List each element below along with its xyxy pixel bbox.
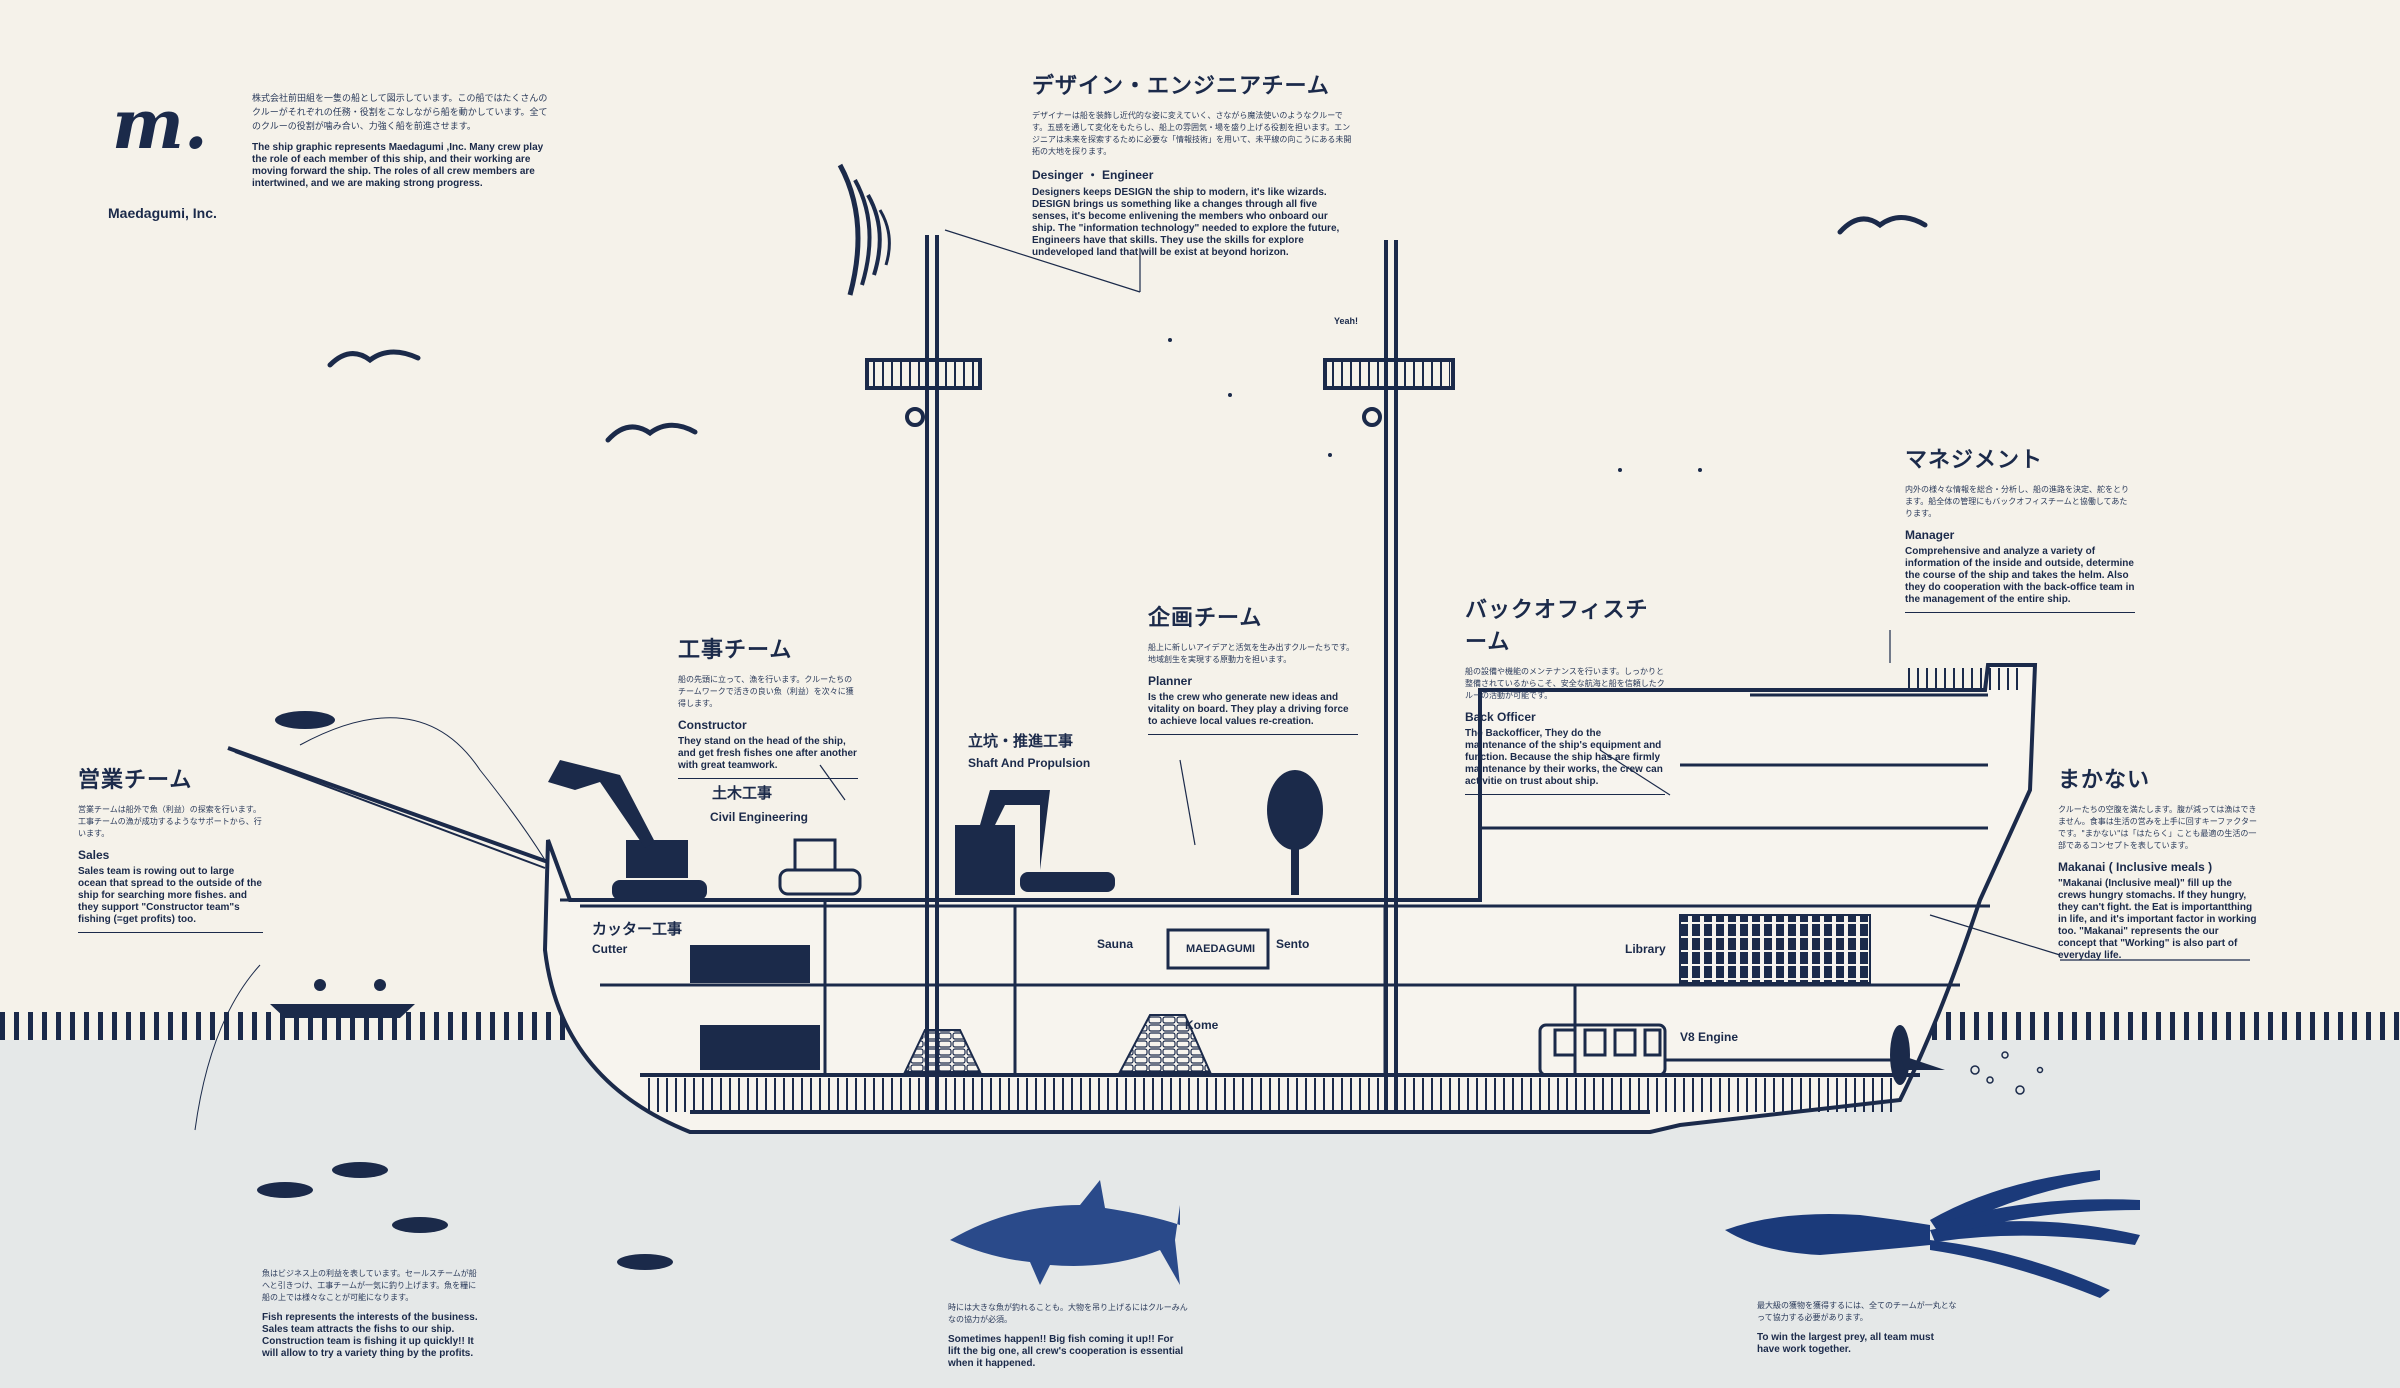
tree — [1267, 770, 1323, 895]
backoffice-title-jp: バックオフィスチーム — [1465, 598, 1649, 655]
shark-note-jp: 時には大きな魚が釣れることも。大物を吊り上げるにはクルーみんなの協力が必須。 — [948, 1303, 1188, 1324]
shaft-label-en: Shaft And Propulsion — [968, 756, 1091, 770]
backoffice-desc-jp: 船の設備や機能のメンテナンスを行います。しっかりと整備されているからこそ、安全な… — [1465, 667, 1665, 700]
bulldozer — [778, 838, 862, 896]
propeller — [1890, 1025, 1945, 1085]
pointer-lines — [819, 229, 2250, 961]
makanai-title-en: Makanai ( Inclusive meals ) — [2058, 860, 2213, 874]
shaft-crane — [955, 790, 1115, 895]
trucks — [690, 945, 820, 1070]
squid-note: 最大級の獲物を獲得するには、全てのチームが一丸となって協力する必要があります。 … — [1757, 1300, 1957, 1356]
sales-desc-jp: 営業チームは船外で魚（利益）の探索を行います。工事チームの漁が成功するようなサポ… — [78, 805, 262, 838]
intro-block: 株式会社前田組を一隻の船として図示しています。この船ではたくさんのクルーがそれぞ… — [252, 92, 552, 190]
management-desc-en: Comprehensive and analyze a variety of i… — [1905, 546, 2135, 605]
kome-label: Kome — [1185, 1018, 1219, 1032]
library-label: Library — [1625, 942, 1666, 956]
backoffice-desc-en: The Backofficer, They do the maintenance… — [1465, 728, 1663, 787]
cutter-label-en: Cutter — [592, 942, 628, 956]
squid — [1725, 1170, 2140, 1298]
shark-note: 時には大きな魚が釣れることも。大物を吊り上げるにはクルーみんなの協力が必須。 S… — [948, 1302, 1188, 1370]
keel-rail — [645, 1078, 1895, 1112]
fish-note-jp: 魚はビジネス上の利益を表しています。セールスチームが船へと引きつけ、工事チームが… — [262, 1269, 477, 1302]
construction-block: 工事チーム 船の先頭に立って、漁を行います。クルーたちのチームワークで活きの良い… — [678, 632, 858, 779]
management-title-jp: マネジメント — [1905, 448, 2044, 473]
construction-desc-jp: 船の先頭に立って、漁を行います。クルーたちのチームワークで活きの良い魚（利益）を… — [678, 675, 854, 708]
makanai-title-jp: まかない — [2058, 768, 2151, 793]
sales-desc-en: Sales team is rowing out to large ocean … — [78, 866, 262, 925]
planning-title-en: Planner — [1148, 674, 1193, 688]
shark-note-en: Sometimes happen!! Big fish coming it up… — [948, 1334, 1184, 1369]
sales-title-jp: 営業チーム — [78, 768, 193, 793]
v8-engine — [1538, 1023, 1667, 1077]
decks — [560, 693, 1990, 1075]
civil-label-jp: 土木工事 — [712, 784, 773, 802]
construction-desc-en: They stand on the head of the ship, and … — [678, 736, 857, 771]
cutter-label-jp: カッター工事 — [592, 920, 683, 938]
design-title-jp: デザイン・エンジニアチーム — [1032, 74, 1330, 99]
management-title-en: Manager — [1905, 528, 1955, 542]
shark — [950, 1180, 1180, 1285]
planning-block: 企画チーム 船上に新しいアイデアと活気を生み出すクルーたちです。地域創生を実現す… — [1148, 600, 1358, 735]
sento-label: Sento — [1276, 937, 1310, 951]
planning-desc-jp: 船上に新しいアイデアと活気を生み出すクルーたちです。地域創生を実現する原動力を担… — [1148, 643, 1355, 664]
shaft-label-jp: 立坑・推進工事 — [968, 732, 1074, 750]
makanai-block: まかない クルーたちの空腹を満たします。腹が減っては漁はできません。食事は生活の… — [2058, 762, 2258, 962]
rice-pile — [1118, 1014, 1212, 1073]
birds — [327, 215, 1928, 443]
management-block: マネジメント 内外の様々な情報を総合・分析し、船の進路を決定、舵をとります。船全… — [1905, 442, 2135, 613]
design-title-en: Desinger ・ Engineer — [1032, 168, 1154, 182]
design-team-block: デザイン・エンジニアチーム デザイナーは船を装飾し近代的な姿に変えていく、さなが… — [1032, 68, 1352, 259]
planning-desc-en: Is the crew who generate new ideas and v… — [1148, 692, 1349, 727]
maedagumi-sign — [1166, 928, 1270, 970]
squid-note-en: To win the largest prey, all team must h… — [1757, 1332, 1934, 1355]
sauna-label: Sauna — [1097, 937, 1134, 951]
railing — [1905, 668, 2020, 690]
maedagumi-sign-text: MAEDAGUMI — [1186, 943, 1256, 955]
fish-school — [257, 711, 673, 1270]
design-desc-jp: デザイナーは船を装飾し近代的な姿に変えていく、さながら魔法使いのようなクルーです… — [1032, 111, 1352, 156]
waterline-right — [1905, 1012, 2400, 1040]
management-desc-jp: 内外の様々な情報を総合・分析し、船の進路を決定、舵をとります。船全体の管理にもバ… — [1905, 485, 2129, 518]
company-name: Maedagumi, Inc. — [108, 205, 217, 221]
brand-logo: m. — [112, 85, 208, 165]
intro-jp: 株式会社前田組を一隻の船として図示しています。この船ではたくさんのクルーがそれぞ… — [252, 94, 548, 132]
squid-note-jp: 最大級の獲物を獲得するには、全てのチームが一丸となって協力する必要があります。 — [1757, 1301, 1957, 1322]
canoe — [270, 979, 415, 1018]
sales-title-en: Sales — [78, 848, 110, 862]
bowsprit — [227, 746, 549, 869]
fish-note: 魚はビジネス上の利益を表しています。セールスチームが船へと引きつけ、工事チームが… — [262, 1268, 482, 1360]
intro-en: The ship graphic represents Maedagumi ,I… — [252, 142, 544, 189]
fishing-line-2 — [299, 717, 546, 861]
sparkles — [1168, 338, 1702, 472]
civil-label-en: Civil Engineering — [710, 810, 809, 824]
megaphone — [837, 163, 891, 296]
library-shelves — [1679, 914, 1871, 984]
fish-note-en: Fish represents the interests of the bus… — [262, 1312, 478, 1359]
sales-block: 営業チーム 営業チームは船外で魚（利益）の探索を行います。工事チームの漁が成功す… — [78, 762, 263, 933]
backoffice-title-en: Back Officer — [1465, 710, 1536, 724]
makanai-desc-jp: クルーたちの空腹を満たします。腹が減っては漁はできません。食事は生活の営みを上手… — [2058, 805, 2257, 850]
fishing-line — [194, 964, 261, 1131]
backoffice-block: バックオフィスチーム 船の設備や機能のメンテナンスを行います。しっかりと整備され… — [1465, 592, 1665, 795]
makanai-desc-en: "Makanai (Inclusive meal)" fill up the c… — [2058, 878, 2257, 961]
excavator — [548, 760, 707, 900]
yeah-label: Yeah! — [1334, 316, 1359, 326]
planning-title-jp: 企画チーム — [1148, 606, 1263, 631]
construction-title-en: Constructor — [678, 718, 747, 732]
bubbles — [1970, 1051, 2044, 1095]
engine-label: V8 Engine — [1680, 1030, 1739, 1044]
construction-title-jp: 工事チーム — [678, 638, 793, 663]
design-desc-en: Designers keeps DESIGN the ship to moder… — [1032, 187, 1340, 258]
logo-mark: m. — [112, 85, 208, 165]
